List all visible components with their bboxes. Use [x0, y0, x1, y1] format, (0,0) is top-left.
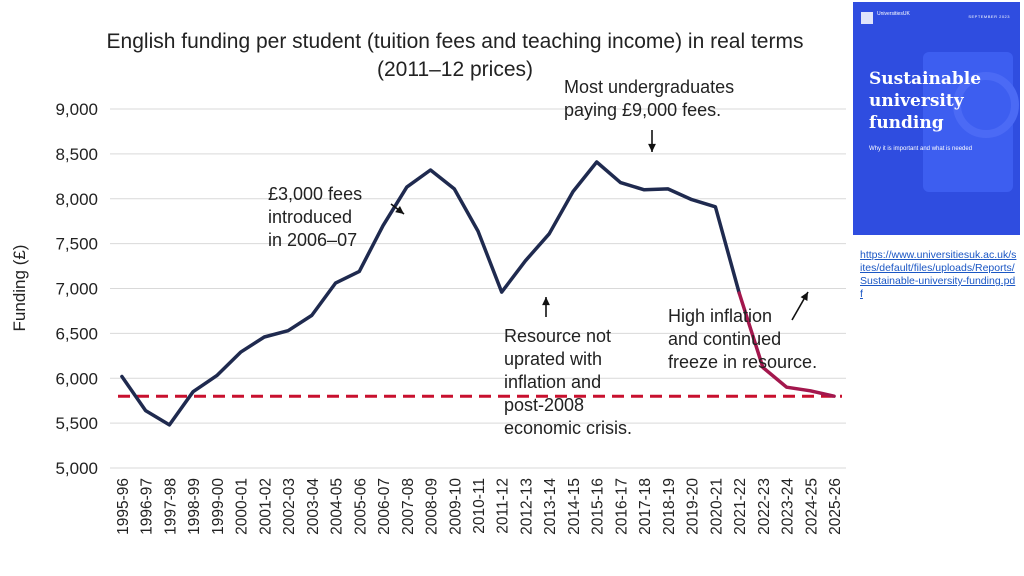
- y-axis-ticks: 5,000 5,500 6,000 6,500 7,000 7,500 8,000 8,500…: [55, 100, 98, 478]
- x-tick-label: 2012-13: [518, 478, 535, 535]
- cover-publisher: UniversitiesUK: [877, 11, 910, 17]
- cover-date: SEPTEMBER 2023: [968, 14, 1010, 19]
- x-tick-label: 2003-04: [305, 478, 322, 535]
- arrow-high-inflation: [791, 291, 809, 321]
- series-line-1: [737, 291, 836, 398]
- x-tick-label: 2019-20: [685, 478, 702, 535]
- x-tick-label: 2017-18: [637, 478, 654, 535]
- x-tick-label: 1997-98: [162, 478, 179, 535]
- series-line-0: [120, 160, 741, 427]
- x-tick-label: 1999-00: [210, 478, 227, 535]
- x-tick-label: 2002-03: [281, 478, 298, 535]
- annotation-line: High inflation: [668, 306, 773, 326]
- annotation-line: economic crisis.: [504, 418, 633, 438]
- x-tick-label: 2016-17: [613, 478, 630, 535]
- x-axis-ticks: 1995-96 1996-97 1997-98 1998-99 1999-00 2000-…: [115, 478, 844, 535]
- x-tick-label: 2024-25: [803, 478, 820, 535]
- y-tick-label: 9,000: [55, 100, 98, 119]
- gridlines: [110, 108, 846, 469]
- annotation-line: Resource not: [504, 326, 612, 346]
- chart-title-line-1: English funding per student (tuition fee…: [106, 30, 804, 53]
- chart-title-line-2: (2011–12 prices): [376, 58, 534, 81]
- x-tick-label: 2006-07: [376, 478, 393, 535]
- y-axis-label: Funding (£): [10, 245, 29, 332]
- annotation-line: inflation and: [504, 372, 602, 392]
- annotation-line: in 2006–07: [268, 230, 358, 250]
- x-tick-label: 2022-23: [756, 478, 773, 535]
- x-tick-label: 1995-96: [115, 478, 132, 535]
- annotation-resource-crisis: Resource not uprated with inflation and …: [504, 325, 632, 440]
- x-tick-label: 2023-24: [780, 478, 797, 535]
- x-tick-label: 1996-97: [139, 478, 156, 535]
- x-tick-label: 2011-12: [495, 478, 512, 534]
- x-tick-label: 2005-06: [352, 478, 369, 535]
- cover-title-line: funding: [869, 113, 944, 133]
- y-tick-label: 5,500: [55, 414, 98, 433]
- x-tick-label: 2014-15: [566, 478, 583, 535]
- x-tick-label: 2021-22: [732, 478, 749, 535]
- x-tick-label: 2000-01: [234, 478, 251, 535]
- y-tick-label: 5,000: [55, 459, 98, 478]
- y-tick-label: 8,000: [55, 190, 98, 209]
- y-tick-label: 6,500: [55, 324, 98, 343]
- x-tick-label: 2013-14: [542, 478, 559, 535]
- annotation-line: £3,000 fees: [268, 184, 363, 204]
- x-tick-label: 2025-26: [827, 478, 844, 535]
- arrow-resource-crisis: [542, 297, 550, 317]
- universitiesuk-logo-icon: [861, 12, 873, 24]
- annotation-line: paying £9,000 fees.: [564, 100, 722, 120]
- cover-title-line: university: [869, 91, 964, 111]
- x-tick-label: 1998-99: [186, 478, 203, 535]
- arrow-fees-2006: [390, 203, 405, 215]
- x-tick-label: 2004-05: [329, 478, 346, 535]
- annotation-line: introduced: [268, 207, 353, 227]
- annotation-arrows: [390, 130, 809, 321]
- x-tick-label: 2007-08: [400, 478, 417, 535]
- y-tick-label: 7,500: [55, 235, 98, 254]
- cover-subtitle: Why it is important and what is needed: [869, 146, 973, 152]
- cover-title-line: Sustainable: [869, 69, 982, 89]
- y-tick-label: 8,500: [55, 145, 98, 164]
- x-tick-label: 2008-09: [424, 478, 441, 535]
- annotation-line: freeze in resource.: [668, 352, 818, 372]
- arrow-fees-9000: [648, 130, 656, 152]
- annotation-line: and continued: [668, 329, 782, 349]
- annotation-line: Most undergraduates: [564, 77, 735, 97]
- chart-title: English funding per student (tuition fee…: [60, 28, 850, 84]
- x-tick-label: 2020-21: [708, 478, 725, 535]
- x-tick-label: 2018-19: [661, 478, 678, 535]
- annotation-line: post-2008: [504, 395, 585, 415]
- annotation-high-inflation: High inflation and continued freeze in r…: [668, 305, 817, 374]
- report-link[interactable]: https://www.universitiesuk.ac.uk/sites/d…: [860, 249, 1017, 300]
- y-tick-label: 6,000: [55, 369, 98, 388]
- x-tick-label: 2001-02: [257, 478, 274, 535]
- report-cover-image: UniversitiesUK SEPTEMBER 2023 Sustainabl…: [853, 2, 1020, 235]
- x-tick-label: 2009-10: [447, 478, 464, 535]
- y-tick-label: 7,000: [55, 280, 98, 299]
- annotation-fees-2006: £3,000 fees introduced in 2006–07: [268, 183, 362, 252]
- annotation-fees-9000: Most undergraduates paying £9,000 fees.: [564, 76, 734, 122]
- series-lines: [118, 160, 842, 427]
- x-tick-label: 2010-11: [471, 478, 488, 534]
- cover-title: Sustainable university funding: [869, 68, 1009, 134]
- x-tick-label: 2015-16: [590, 478, 607, 535]
- annotation-line: uprated with: [504, 349, 603, 369]
- cover-decoration: [953, 72, 1019, 138]
